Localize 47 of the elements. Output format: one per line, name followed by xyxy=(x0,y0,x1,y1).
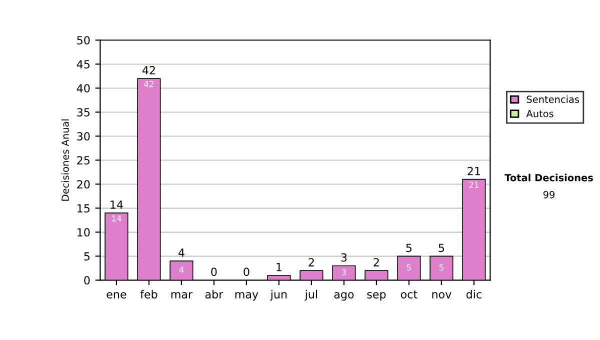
y-tick-label: 10 xyxy=(78,228,90,237)
x-tick-label: jul xyxy=(304,290,318,301)
total-label: 1 xyxy=(276,263,282,272)
y-tick-label: 30 xyxy=(77,132,90,141)
legend-label: Autos xyxy=(526,110,554,118)
x-tick-label: sep xyxy=(367,292,386,301)
x-tick-label: ene xyxy=(106,292,126,298)
total-label: 3 xyxy=(341,253,347,262)
text: 99 xyxy=(543,190,554,198)
total-label: 0 xyxy=(244,268,250,276)
total-label: 21 xyxy=(468,166,480,176)
total-label: 42 xyxy=(142,66,155,74)
y-tick-label: 45 xyxy=(76,60,90,69)
y-tick-label: 35 xyxy=(77,108,90,117)
text: Total Decisiones xyxy=(504,174,593,182)
y-tick-label: 40 xyxy=(76,84,90,93)
data-label: 5 xyxy=(406,264,411,271)
total-label: 5 xyxy=(406,244,412,252)
x-tick-label: feb xyxy=(140,290,158,298)
data-label: 4 xyxy=(179,266,184,273)
x-tick-label: oct xyxy=(400,290,418,298)
data-label: 21 xyxy=(469,182,478,188)
x-tick-label: ago xyxy=(334,292,354,301)
legend-label: Sentencias xyxy=(526,95,580,104)
data-label: 42 xyxy=(144,80,154,88)
x-tick-label: may xyxy=(235,292,258,301)
total-label: 2 xyxy=(374,258,379,266)
y-tick-label: 20 xyxy=(77,180,90,189)
total-label: 14 xyxy=(110,200,123,209)
x-tick-label: abr xyxy=(205,290,224,298)
y-tick-label: 15 xyxy=(78,204,90,213)
total-label: 2 xyxy=(308,258,314,266)
y-tick-label: 25 xyxy=(77,156,90,165)
y-axis-title: Decisiones Anual xyxy=(61,119,69,201)
data-label: 3 xyxy=(342,269,346,276)
data-label: 5 xyxy=(439,264,444,271)
x-tick-label: mar xyxy=(171,292,193,298)
data-label: 14 xyxy=(112,215,122,222)
total-label: 5 xyxy=(438,244,444,252)
y-tick-label: 0 xyxy=(84,276,90,285)
x-tick-label: nov xyxy=(432,292,452,298)
total-label: 4 xyxy=(178,248,184,257)
x-tick-label: jun xyxy=(270,290,287,301)
y-tick-label: 5 xyxy=(84,252,90,261)
y-tick-label: 50 xyxy=(77,36,90,44)
total-label: 0 xyxy=(211,268,217,276)
x-tick-label: dic xyxy=(466,290,482,298)
